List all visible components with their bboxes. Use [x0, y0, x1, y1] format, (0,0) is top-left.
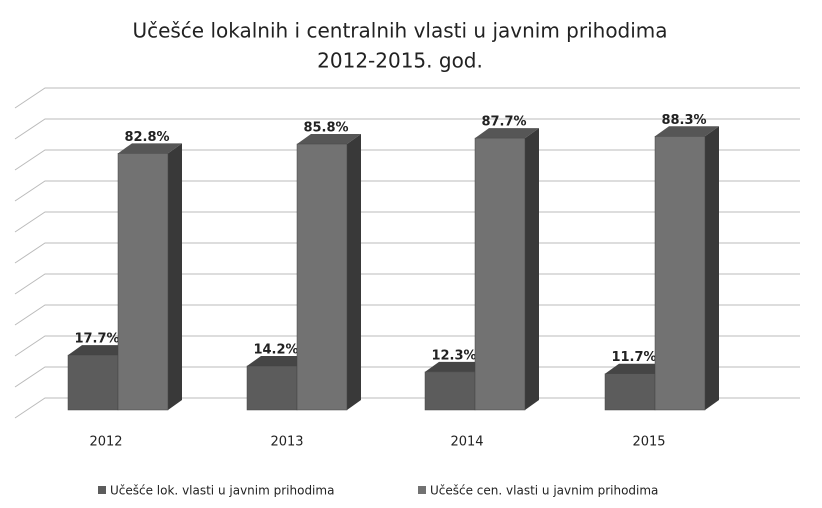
x-tick-label: 2012 — [89, 435, 122, 450]
data-label: 88.3% — [661, 113, 706, 128]
legend-label: Učešće cen. vlasti u javnim prihodima — [430, 484, 658, 498]
bar-front — [474, 137, 526, 411]
bar-top — [297, 134, 361, 145]
data-label: 14.2% — [253, 342, 298, 357]
data-label: 85.8% — [303, 121, 348, 136]
bar-front — [296, 143, 348, 411]
grid-line — [14, 87, 800, 109]
bar-top — [247, 355, 311, 366]
grid-line — [14, 211, 800, 233]
data-label: 87.7% — [481, 115, 526, 130]
bar-side — [168, 143, 182, 410]
bar — [654, 126, 719, 411]
legend-label: Učešće lok. vlasti u javnim prihodima — [110, 484, 334, 498]
chart-title: 2012-2015. god. — [317, 49, 483, 73]
chart-title: Učešće lokalnih i centralnih vlasti u ja… — [132, 19, 667, 43]
data-label: 82.8% — [124, 130, 169, 145]
bar — [296, 134, 361, 411]
bar — [117, 143, 182, 411]
data-label: 17.7% — [74, 332, 119, 347]
grid-line — [14, 366, 800, 388]
legend-swatch — [418, 486, 426, 494]
bar-front — [424, 371, 476, 411]
bar-front — [246, 365, 298, 411]
bar-front — [604, 373, 656, 411]
legend-swatch — [98, 486, 106, 494]
bar-side — [347, 134, 361, 410]
data-label: 12.3% — [431, 348, 476, 363]
x-tick-label: 2013 — [270, 435, 303, 450]
grid-line — [14, 335, 800, 357]
x-tick-label: 2014 — [450, 435, 483, 450]
grid-line — [14, 397, 800, 419]
bar-front — [117, 153, 169, 411]
bar — [474, 128, 539, 411]
bar-top — [68, 345, 132, 356]
bar-top — [475, 128, 539, 139]
bar-front — [654, 136, 706, 411]
bar-top — [655, 126, 719, 137]
grid-line — [14, 273, 800, 295]
data-label: 11.7% — [611, 350, 656, 365]
grid-line — [14, 118, 800, 140]
bar-side — [525, 128, 539, 410]
x-tick-label: 2015 — [632, 435, 665, 450]
bar-top — [605, 363, 669, 374]
grid-line — [14, 304, 800, 326]
bar-top — [118, 143, 182, 154]
grid-line — [14, 180, 800, 202]
bar-top — [425, 361, 489, 372]
grid-line — [14, 149, 800, 171]
bar-front — [67, 354, 119, 411]
bar-side — [705, 126, 719, 411]
grid-line — [14, 242, 800, 264]
